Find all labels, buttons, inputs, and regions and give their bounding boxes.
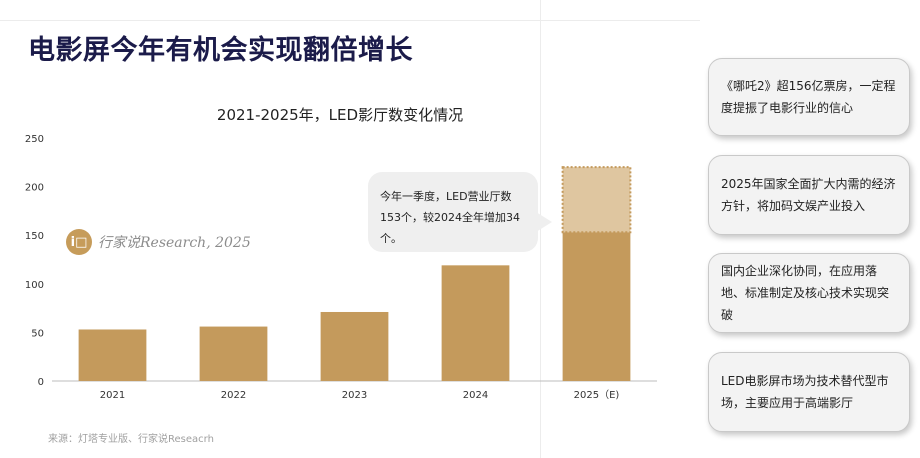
y-tick-label: 0 [38,377,44,388]
callout-text: LED电影屏市场为技术替代型市场，主要应用于高端影厅 [721,374,889,410]
annotation-line: 153个，较2024全年增加34个。 [380,211,520,245]
y-tick-label: 100 [25,280,44,291]
x-tick-label: 2025（E) [574,389,620,401]
brand-logo-icon: i□ [66,229,92,255]
y-tick-label: 50 [31,328,44,339]
bar [562,232,631,381]
annotation-bubble: 今年一季度，LED营业厅数 153个，较2024全年增加34个。 [368,172,552,252]
x-tick-label: 2023 [342,390,367,401]
y-tick-label: 200 [25,183,44,194]
x-tick-label: 2024 [463,390,488,401]
bar-chart: 0 50 100 150 200 250 2021 2022 2023 2024 2025（E) [25,134,657,401]
bar [78,329,147,381]
decorative-line [0,20,700,21]
y-tick-label: 150 [25,231,44,242]
x-tick-label: 2021 [100,390,125,401]
callout-box: 2025年国家全面扩大内需的经济方针，将加码文娱产业投入 [708,155,910,235]
chart-title: 2021-2025年，LED影厅数变化情况 [216,106,464,124]
page-title: 电影屏今年有机会实现翻倍增长 [28,35,413,66]
bar [199,326,268,381]
x-tick-label: 2022 [221,390,246,401]
bar [320,311,389,381]
annotation-line: 今年一季度，LED营业厅数 [380,190,512,203]
callout-box: 《哪吒2》超156亿票房，一定程度提振了电影行业的信心 [708,58,910,136]
watermark-text: 行家说Research, 2025 [98,235,251,251]
watermark: i□ 行家说Research, 2025 [66,229,251,255]
callout-text: 国内企业深化协同，在应用落地、标准制定及核心技术实现突破 [721,264,890,322]
y-tick-label: 250 [25,134,44,145]
callout-box: 国内企业深化协同，在应用落地、标准制定及核心技术实现突破 [708,253,910,333]
source-note: 来源：灯塔专业版、行家说Reseacrh [48,434,214,445]
bar [441,265,510,381]
callout-text: 《哪吒2》超156亿票房，一定程度提振了电影行业的信心 [721,79,896,115]
callout-box: LED电影屏市场为技术替代型市场，主要应用于高端影厅 [708,352,910,432]
bar-projected [561,166,632,234]
callout-text: 2025年国家全面扩大内需的经济方针，将加码文娱产业投入 [721,177,896,213]
